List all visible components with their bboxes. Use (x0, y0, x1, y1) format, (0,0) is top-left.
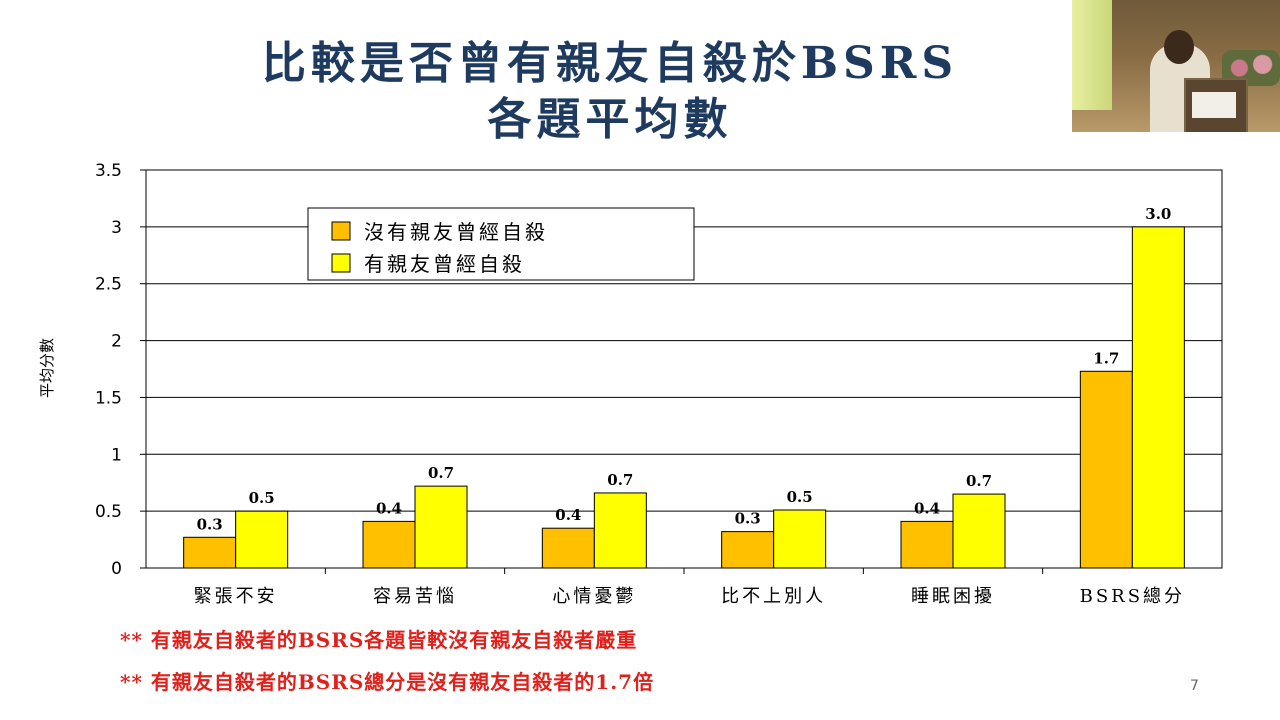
bar-no-relative (183, 536, 237, 569)
speaker-head (1164, 30, 1194, 64)
bar-value-label: 1.7 (1093, 349, 1119, 367)
slide-title: 比較是否曾有親友自殺於BSRS 各題平均數 (150, 36, 1070, 148)
x-category-label: BSRS總分 (1080, 586, 1185, 607)
x-category-label: 比不上別人 (721, 586, 826, 607)
note-1: ** 有親友自殺者的BSRS各題皆較沒有親友自殺者嚴重 (120, 628, 638, 652)
bar-with-relative (952, 493, 1006, 569)
podium-sign (1192, 92, 1236, 118)
bar-no-relative (362, 520, 416, 569)
y-axis-label: 平均分數 (38, 338, 56, 398)
x-category-label: 睡眠困擾 (911, 586, 995, 607)
bar-value-label: 3.0 (1145, 205, 1171, 223)
legend-swatch (331, 221, 351, 241)
bar-value-label: 0.5 (249, 489, 275, 507)
slide-title-line-1: 比較是否曾有親友自殺於BSRS (261, 38, 959, 89)
bar-value-label: 0.3 (197, 515, 223, 533)
legend-box (307, 207, 695, 281)
y-tick-label: 0 (111, 559, 122, 579)
bars (183, 226, 1185, 569)
bar-no-relative (900, 520, 954, 569)
bar-value-label: 0.3 (735, 510, 761, 528)
legend-swatch (331, 253, 351, 273)
y-tick-label: 1 (111, 445, 122, 465)
bar-with-relative (414, 485, 468, 569)
y-tick-label: 0.5 (95, 502, 122, 522)
bar-with-relative (593, 492, 647, 569)
bar-value-label: 0.7 (428, 464, 454, 482)
x-category-label: 容易苦惱 (373, 586, 457, 607)
x-category-label: 心情憂鬱 (552, 586, 636, 607)
bar-value-label: 0.7 (607, 471, 633, 489)
bar-no-relative (1079, 370, 1133, 569)
bar-value-label: 0.7 (966, 472, 992, 490)
data-labels: 0.3 0.5 0.4 0.7 0.4 0.7 0.3 0.5 0.4 0.7 1.7 3.0 (197, 205, 1172, 533)
bar-value-label: 0.4 (914, 499, 940, 517)
y-tick-label: 3.5 (95, 161, 122, 181)
y-tick-label: 2 (111, 332, 122, 352)
bar-with-relative (1131, 226, 1185, 569)
speaker-video-thumbnail (1072, 0, 1280, 132)
bar-no-relative (721, 531, 775, 569)
bar-value-label: 0.5 (787, 488, 813, 506)
y-tick-label: 1.5 (95, 388, 122, 408)
bar-value-label: 0.4 (376, 499, 402, 517)
axes: 0 0.5 1 1.5 2 2.5 3 3.5 緊張不安 容易苦惱 心情憂鬱 比不上別人 睡眠困擾 BSR… (95, 161, 1223, 607)
bar-no-relative (541, 527, 595, 569)
projection-screen (1072, 0, 1112, 110)
x-category-label: 緊張不安 (194, 586, 278, 607)
y-tick-label: 3 (111, 218, 122, 238)
slide-title-line-2: 各題平均數 (487, 94, 733, 145)
legend-label: 沒有親友曾經自殺 (364, 220, 548, 244)
page-number: 7 (1190, 678, 1199, 694)
bar-with-relative (235, 510, 289, 569)
legend-label: 有親友曾經自殺 (364, 252, 525, 276)
bar-value-label: 0.4 (555, 506, 581, 524)
note-2: ** 有親友自殺者的BSRS總分是沒有親友自殺者的1.7倍 (120, 670, 655, 694)
bar-with-relative (773, 509, 827, 569)
y-tick-label: 2.5 (95, 275, 122, 295)
